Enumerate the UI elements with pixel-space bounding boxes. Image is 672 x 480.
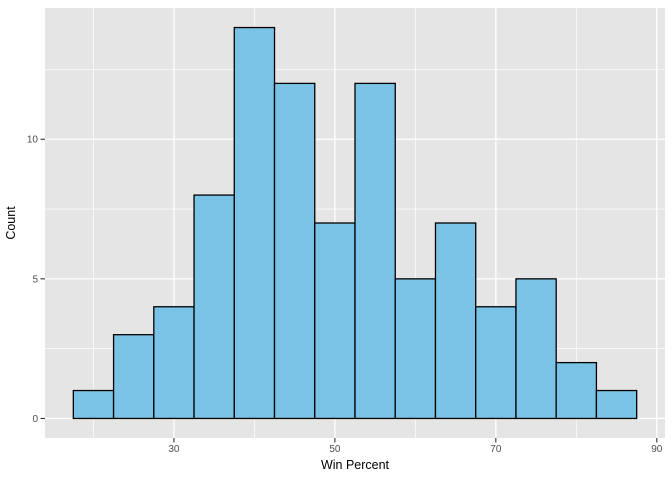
histogram-bar <box>595 389 638 420</box>
y-tick-label: 10 <box>27 135 39 146</box>
y-tick-label: 5 <box>32 274 38 285</box>
histogram-bar <box>394 278 437 420</box>
histogram-bar <box>475 306 517 420</box>
histogram-bar <box>354 82 396 420</box>
histogram-bar <box>555 361 598 420</box>
x-tick-label: 90 <box>651 444 663 455</box>
histogram-bar <box>72 389 115 420</box>
histogram-bar <box>112 334 155 420</box>
histogram-bar <box>233 26 276 420</box>
histogram-bar <box>193 194 235 420</box>
y-axis-title: Count <box>4 206 18 240</box>
histogram-bar <box>153 306 195 420</box>
axis-tick-marks <box>40 138 658 443</box>
x-tick-label: 70 <box>490 444 502 455</box>
histogram-bars <box>72 26 638 420</box>
histogram-bar <box>314 222 356 420</box>
histogram-bar <box>515 278 557 420</box>
x-axis-title: Win Percent <box>321 458 390 472</box>
histogram-bar <box>434 222 477 420</box>
x-tick-label: 30 <box>168 444 180 455</box>
y-tick-label: 0 <box>32 414 38 425</box>
histogram-bar <box>273 82 316 420</box>
axis-tick-labels: 30 50 70 90 0 5 10 <box>27 135 663 455</box>
x-tick-label: 50 <box>329 444 341 455</box>
